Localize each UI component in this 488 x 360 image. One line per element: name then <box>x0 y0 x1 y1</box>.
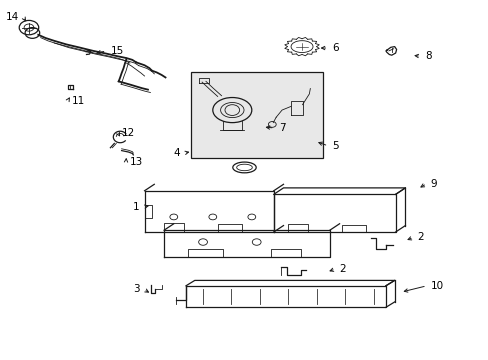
Text: 2: 2 <box>417 232 424 242</box>
Text: 14: 14 <box>6 12 19 22</box>
Text: 4: 4 <box>173 148 180 158</box>
Text: 9: 9 <box>430 179 436 189</box>
Text: 10: 10 <box>430 281 443 291</box>
Text: 6: 6 <box>331 43 338 53</box>
Text: 12: 12 <box>122 128 135 138</box>
Text: 8: 8 <box>424 51 430 61</box>
Text: 5: 5 <box>331 141 338 151</box>
Text: 2: 2 <box>339 264 346 274</box>
Text: 11: 11 <box>71 96 84 106</box>
Text: 7: 7 <box>278 123 285 133</box>
Text: 3: 3 <box>133 284 140 294</box>
Bar <box>190 72 322 158</box>
Text: 13: 13 <box>130 157 143 167</box>
Text: 15: 15 <box>110 46 123 56</box>
Text: 1: 1 <box>133 202 140 212</box>
